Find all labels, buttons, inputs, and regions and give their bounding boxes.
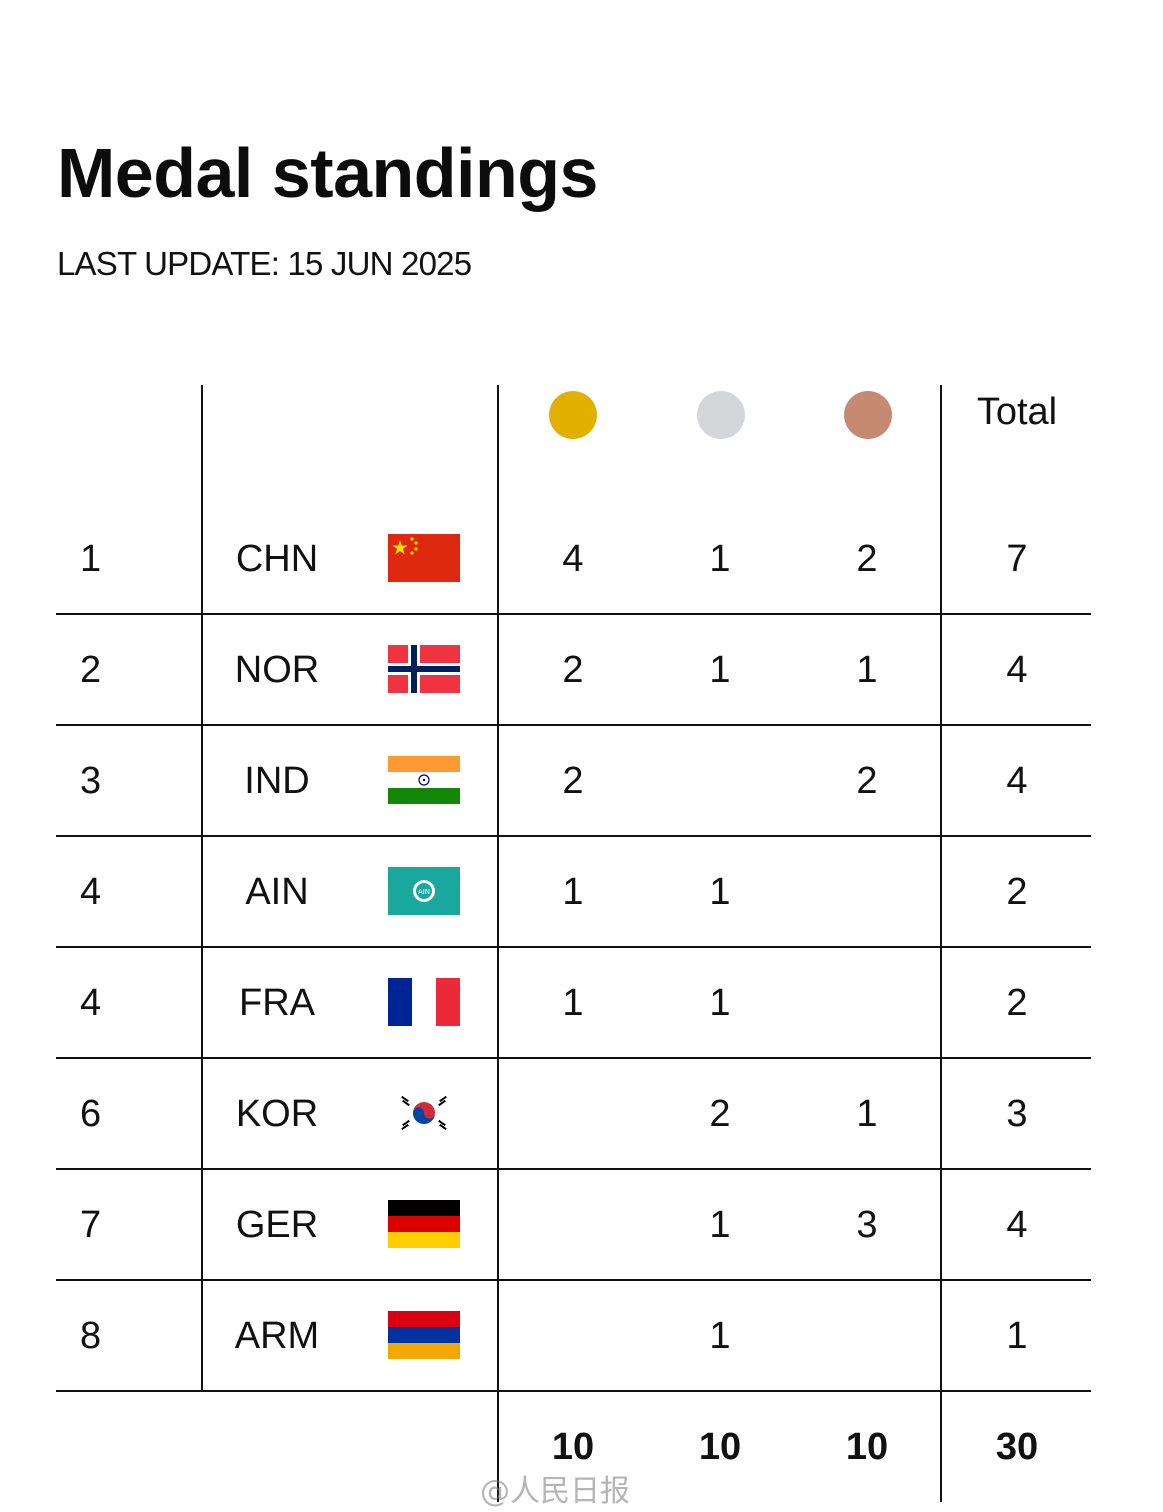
gold-count-cell: 1 bbox=[562, 981, 584, 1024]
country-code-cell: IND bbox=[244, 759, 310, 802]
silver-count-cell bbox=[647, 725, 793, 836]
gold-count-cell bbox=[500, 1169, 646, 1280]
rank-cell: 4 bbox=[80, 870, 102, 913]
silver-count-cell: 1 bbox=[709, 870, 731, 913]
table-row: 1 CHN 4 1 2 7 bbox=[0, 503, 1163, 614]
ain-flag-icon: AIN bbox=[388, 867, 460, 915]
bronze-medal-icon bbox=[844, 391, 892, 439]
total-all: 30 bbox=[995, 1426, 1039, 1468]
rank-cell: 8 bbox=[80, 1314, 102, 1357]
total-count-cell: 2 bbox=[1006, 981, 1028, 1024]
page-title: Medal standings bbox=[57, 134, 598, 212]
total-count-cell: 2 bbox=[1006, 870, 1028, 913]
silver-count-cell: 1 bbox=[709, 1203, 731, 1246]
gold-count-cell: 2 bbox=[562, 759, 584, 802]
total-count-cell: 4 bbox=[1006, 648, 1028, 691]
country-code-cell: ARM bbox=[234, 1314, 320, 1357]
row-divider bbox=[56, 946, 1091, 948]
total-silver: 10 bbox=[698, 1426, 742, 1468]
row-divider bbox=[56, 1057, 1091, 1059]
gold-count-cell bbox=[500, 1058, 646, 1169]
row-divider bbox=[56, 835, 1091, 837]
norway-flag-icon bbox=[388, 645, 460, 693]
row-divider bbox=[56, 1168, 1091, 1170]
watermark: @人民日报 bbox=[480, 1474, 630, 1509]
armenia-flag-icon bbox=[388, 1311, 460, 1359]
bronze-count-cell bbox=[794, 1280, 940, 1391]
india-flag-icon bbox=[388, 756, 460, 804]
gold-count-cell: 4 bbox=[562, 537, 584, 580]
france-flag-icon bbox=[388, 978, 460, 1026]
table-row: 6 KOR 2 1 3 bbox=[0, 1058, 1163, 1169]
table-row: 4 AIN 1 1 2 AIN bbox=[0, 836, 1163, 947]
table-row: 7 GER 1 3 4 bbox=[0, 1169, 1163, 1280]
total-bronze: 10 bbox=[845, 1426, 889, 1468]
gold-count-cell: 1 bbox=[562, 870, 584, 913]
total-count-cell: 4 bbox=[1006, 1203, 1028, 1246]
country-code-cell: CHN bbox=[235, 537, 319, 580]
last-update-text: LAST UPDATE: 15 JUN 2025 bbox=[57, 245, 472, 282]
silver-count-cell: 2 bbox=[709, 1092, 731, 1135]
row-divider bbox=[56, 1390, 1091, 1392]
germany-flag-icon bbox=[388, 1200, 460, 1248]
table-row: 8 ARM 1 1 bbox=[0, 1280, 1163, 1391]
bronze-count-cell: 2 bbox=[856, 759, 878, 802]
total-count-cell: 4 bbox=[1006, 759, 1028, 802]
row-divider bbox=[56, 1279, 1091, 1281]
country-code-cell: AIN bbox=[245, 870, 309, 913]
country-code-cell: NOR bbox=[234, 648, 320, 691]
silver-count-cell: 1 bbox=[709, 981, 731, 1024]
column-divider bbox=[940, 385, 942, 1502]
china-flag-icon bbox=[388, 534, 460, 582]
total-count-cell: 1 bbox=[1006, 1314, 1028, 1357]
column-divider bbox=[201, 385, 203, 1392]
gold-medal-icon bbox=[549, 391, 597, 439]
country-code-cell: KOR bbox=[235, 1092, 319, 1135]
total-gold: 10 bbox=[551, 1426, 595, 1468]
total-column-header: Total bbox=[976, 391, 1058, 433]
column-divider bbox=[497, 385, 499, 1502]
rank-cell: 6 bbox=[80, 1092, 102, 1135]
bronze-count-cell bbox=[794, 947, 940, 1058]
svg-text:AIN: AIN bbox=[418, 888, 430, 896]
silver-count-cell: 1 bbox=[709, 537, 731, 580]
totals-row: 10 10 10 30 bbox=[0, 1392, 1163, 1502]
rank-cell: 2 bbox=[80, 648, 102, 691]
korea-flag-icon bbox=[388, 1089, 460, 1137]
silver-medal-icon bbox=[697, 391, 745, 439]
bronze-count-cell: 1 bbox=[856, 1092, 878, 1135]
table-row: 3 IND 2 2 4 bbox=[0, 725, 1163, 836]
bronze-count-cell bbox=[794, 836, 940, 947]
bronze-count-cell: 3 bbox=[856, 1203, 878, 1246]
silver-count-cell: 1 bbox=[709, 1314, 731, 1357]
country-code-cell: FRA bbox=[239, 981, 315, 1024]
rank-cell: 7 bbox=[80, 1203, 102, 1246]
gold-count-cell: 2 bbox=[562, 648, 584, 691]
row-divider bbox=[56, 724, 1091, 726]
silver-count-cell: 1 bbox=[709, 648, 731, 691]
rank-cell: 3 bbox=[80, 759, 102, 802]
total-count-cell: 7 bbox=[1006, 537, 1028, 580]
table-row: 2 NOR 2 1 1 4 bbox=[0, 614, 1163, 725]
rank-cell: 1 bbox=[80, 537, 102, 580]
gold-count-cell bbox=[500, 1280, 646, 1391]
table-row: 4 FRA 1 1 2 bbox=[0, 947, 1163, 1058]
country-code-cell: GER bbox=[235, 1203, 319, 1246]
bronze-count-cell: 2 bbox=[856, 537, 878, 580]
bronze-count-cell: 1 bbox=[856, 648, 878, 691]
row-divider bbox=[56, 613, 1091, 615]
total-count-cell: 3 bbox=[1006, 1092, 1028, 1135]
rank-cell: 4 bbox=[80, 981, 102, 1024]
